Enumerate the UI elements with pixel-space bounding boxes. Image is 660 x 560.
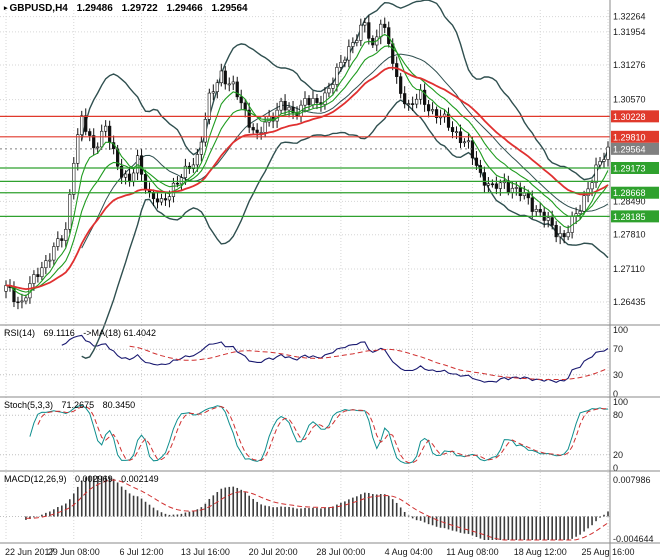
stoch-main-value: 71.2675: [61, 400, 95, 410]
svg-text:70: 70: [613, 344, 623, 354]
svg-text:20: 20: [613, 450, 623, 460]
chart-marker-icon: ▸: [4, 5, 8, 12]
moving-averages: [5, 33, 609, 297]
macd-signal-value: 0.002149: [121, 474, 159, 484]
svg-text:80: 80: [613, 410, 623, 420]
svg-text:100: 100: [613, 325, 628, 335]
svg-text:13 Jul 16:00: 13 Jul 16:00: [181, 547, 230, 557]
svg-text:1.29564: 1.29564: [613, 144, 646, 154]
svg-text:1.30228: 1.30228: [613, 112, 646, 122]
price-axis: 1.32264 1.31954 1.31276 1.30570 1.28490 1.278…: [611, 12, 659, 307]
svg-text:1.32264: 1.32264: [613, 12, 646, 22]
svg-text:-0.004644: -0.004644: [613, 534, 654, 544]
macd-pane-label: MACD(12,26,9) 0.002969 0.002149: [4, 474, 159, 485]
svg-text:1.28185: 1.28185: [613, 212, 646, 222]
grid-layer: [0, 10, 610, 540]
svg-text:1.28668: 1.28668: [613, 188, 646, 198]
macd-name: MACD(12,26,9): [4, 474, 67, 484]
ohlc-open-value: 1.29486: [76, 3, 113, 14]
svg-text:1.29173: 1.29173: [613, 163, 646, 173]
stoch-plot: 100 80 20 0: [0, 397, 628, 473]
svg-text:29 Jun 08:00: 29 Jun 08:00: [48, 547, 100, 557]
ohlc-low-value: 1.29466: [166, 3, 203, 14]
rsi-name: RSI(14): [4, 328, 36, 338]
stoch-name: Stoch(5,3,3): [4, 400, 54, 410]
svg-text:1.26435: 1.26435: [613, 297, 646, 307]
svg-text:18 Aug 12:00: 18 Aug 12:00: [514, 547, 567, 557]
svg-text:1.28490: 1.28490: [613, 196, 646, 206]
svg-text:30: 30: [613, 370, 623, 380]
svg-text:1.30570: 1.30570: [613, 95, 646, 105]
svg-text:0: 0: [613, 463, 618, 473]
svg-text:28 Jul 00:00: 28 Jul 00:00: [316, 547, 365, 557]
svg-text:1.29810: 1.29810: [613, 132, 646, 142]
svg-text:4 Aug 04:00: 4 Aug 04:00: [385, 547, 433, 557]
svg-text:6 Jul 12:00: 6 Jul 12:00: [120, 547, 164, 557]
level-lines: [0, 115, 610, 217]
svg-text:11 Aug 08:00: 11 Aug 08:00: [446, 547, 498, 557]
svg-text:1.31954: 1.31954: [613, 27, 646, 37]
rsi-value: 69.1116: [43, 328, 75, 338]
svg-text:22 Jun 2017: 22 Jun 2017: [5, 547, 55, 557]
svg-text:1.27810: 1.27810: [613, 230, 646, 240]
ohlc-close-value: 1.29564: [211, 3, 248, 14]
ohlc-high-value: 1.29722: [121, 3, 158, 14]
svg-text:1.27110: 1.27110: [613, 264, 645, 274]
svg-text:25 Aug 16:00: 25 Aug 16:00: [581, 547, 634, 557]
macd-plot: 0.007986 -0.004644: [0, 475, 654, 544]
svg-text:1.31276: 1.31276: [613, 60, 646, 70]
bollinger-bands: [81, 0, 609, 359]
rsi-ma-value: 61.4042: [123, 328, 157, 338]
svg-text:0: 0: [613, 389, 618, 399]
svg-text:0.007986: 0.007986: [613, 475, 651, 485]
rsi-pane-label: RSI(14) 69.1116 ->MA(18) 61.4042: [4, 328, 156, 339]
symbol-period-label: GBPUSD,H4: [9, 3, 68, 14]
stoch-signal-value: 80.3450: [102, 400, 136, 410]
macd-main-value: 0.002969: [75, 474, 113, 484]
rsi-ma-name: ->MA(18): [83, 328, 122, 338]
svg-text:20 Jul 20:00: 20 Jul 20:00: [249, 547, 298, 557]
svg-text:100: 100: [613, 397, 628, 407]
stoch-pane-label: Stoch(5,3,3) 71.2675 80.3450: [4, 400, 135, 411]
candles-layer: [4, 15, 610, 310]
symbol-bar: ▸ GBPUSD,H4 1.29486 1.29722 1.29466 1.295…: [4, 3, 248, 14]
rsi-plot: 100 70 30 0: [0, 325, 628, 399]
